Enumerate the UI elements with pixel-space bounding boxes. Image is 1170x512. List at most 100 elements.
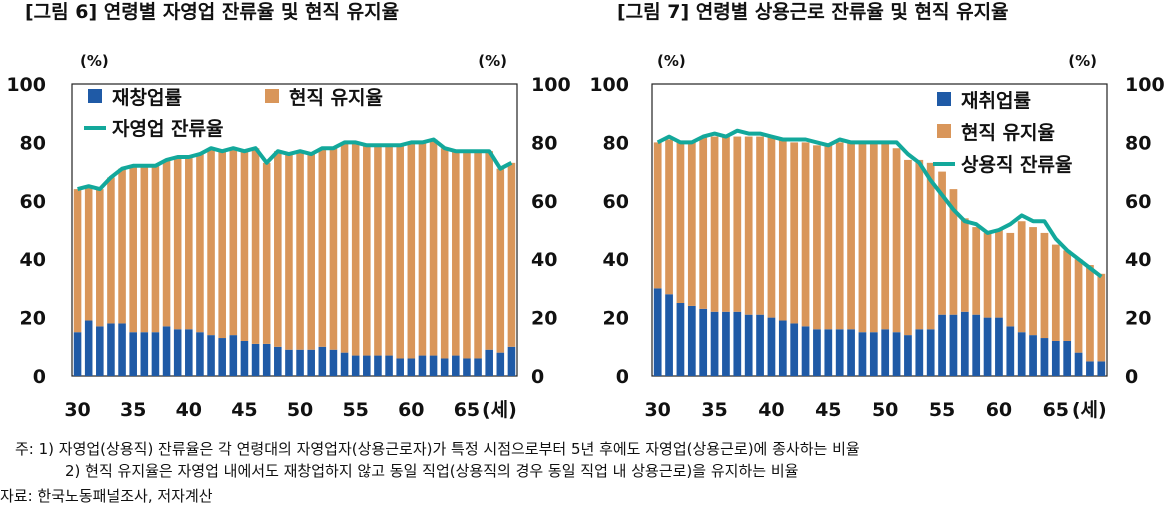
y-tick-label-right: 80 — [531, 132, 557, 154]
bar-retention-68 — [1086, 265, 1094, 362]
y-tick-label-right: 20 — [1125, 308, 1151, 330]
bar-retention-57 — [960, 218, 969, 312]
bar-reentry-30 — [653, 288, 662, 376]
bar-reentry-39 — [173, 329, 182, 376]
bar-reentry-60 — [995, 317, 1003, 376]
x-tick-label: 40 — [758, 399, 784, 421]
bar-reentry-49 — [869, 332, 878, 376]
y-tick-label-right: 60 — [531, 191, 557, 213]
y-tick-label-right: 40 — [1125, 249, 1151, 271]
bar-reentry-46 — [251, 343, 260, 376]
y-tick-label-right: 40 — [531, 249, 557, 271]
bar-retention-31 — [84, 186, 93, 321]
y-tick-label-left: 0 — [33, 366, 46, 388]
x-axis-unit: (세) — [1072, 399, 1107, 421]
bar-reentry-47 — [847, 329, 855, 376]
bar-reentry-42 — [790, 323, 799, 376]
legend-swatch-0 — [88, 89, 102, 103]
bar-reentry-68 — [1086, 361, 1094, 376]
bar-retention-61 — [418, 142, 427, 356]
bar-retention-54 — [926, 162, 935, 330]
bar-reentry-51 — [307, 349, 315, 376]
bar-retention-69 — [507, 162, 516, 347]
bar-retention-67 — [485, 151, 493, 350]
bar-reentry-55 — [938, 314, 946, 376]
bar-reentry-65 — [1051, 340, 1060, 376]
x-tick-label: 55 — [929, 399, 955, 421]
bar-reentry-44 — [813, 329, 821, 376]
x-tick-label: 35 — [120, 399, 146, 421]
x-tick-label: 65 — [454, 399, 480, 421]
bar-retention-39 — [173, 157, 182, 330]
bar-retention-59 — [396, 145, 404, 359]
bar-reentry-31 — [665, 294, 673, 376]
y-tick-label-right: 60 — [1125, 191, 1151, 213]
y-tick-label-left: 0 — [616, 366, 629, 388]
bar-reentry-63 — [440, 358, 449, 376]
bar-reentry-62 — [1017, 332, 1026, 376]
bar-retention-58 — [385, 145, 393, 356]
bar-retention-36 — [140, 165, 149, 333]
plot-frame — [71, 83, 518, 377]
bar-reentry-47 — [262, 343, 271, 376]
bar-reentry-60 — [407, 358, 416, 376]
x-tick-label: 40 — [176, 399, 202, 421]
bar-reentry-69 — [507, 346, 516, 376]
y-tick-label-left: 80 — [20, 132, 46, 154]
bar-retention-51 — [892, 148, 901, 333]
bar-retention-48 — [858, 142, 867, 333]
bar-retention-65 — [463, 151, 471, 359]
bar-retention-57 — [374, 145, 382, 356]
bar-retention-35 — [710, 136, 719, 312]
bar-reentry-66 — [474, 358, 482, 376]
bar-retention-31 — [665, 139, 673, 295]
bar-retention-32 — [676, 142, 685, 303]
x-tick-label: 60 — [398, 399, 424, 421]
bar-retention-33 — [107, 177, 115, 324]
bar-retention-46 — [251, 148, 260, 344]
bar-reentry-62 — [429, 355, 438, 376]
bar-reentry-58 — [972, 314, 981, 376]
bar-retention-49 — [869, 142, 878, 333]
bar-reentry-46 — [835, 329, 844, 376]
bar-reentry-31 — [84, 320, 93, 376]
bar-reentry-38 — [162, 326, 171, 376]
bar-reentry-59 — [396, 358, 404, 376]
bar-reentry-61 — [418, 355, 427, 376]
bar-retention-30 — [653, 142, 662, 289]
bar-retention-38 — [162, 159, 171, 327]
bar-reentry-33 — [107, 323, 115, 376]
bar-reentry-51 — [892, 332, 901, 376]
bar-reentry-36 — [140, 332, 149, 376]
bar-retention-49 — [285, 154, 293, 350]
figure-6-title: [그림 6] 연령별 자영업 잔류율 및 현직 유지율 — [25, 1, 400, 23]
y-axis-unit-right: (%) — [478, 52, 507, 70]
bar-retention-36 — [722, 136, 730, 312]
bar-reentry-44 — [229, 335, 238, 376]
bar-reentry-65 — [463, 358, 471, 376]
x-tick-label: 50 — [287, 399, 313, 421]
chart-figure-7: 0 0 20 20 40 40 60 60 80 80 100 100 (%) (%) 30 35 40 45 50… — [589, 52, 1164, 421]
x-tick-label: 65 — [1043, 399, 1069, 421]
legend-swatch-0 — [937, 92, 951, 106]
bar-retention-60 — [995, 230, 1003, 318]
bar-retention-47 — [847, 142, 855, 330]
bar-reentry-56 — [949, 314, 958, 376]
bar-retention-60 — [407, 142, 416, 359]
bar-retention-34 — [118, 168, 126, 324]
bar-retention-66 — [1063, 250, 1072, 341]
bar-reentry-57 — [374, 355, 382, 376]
bar-reentry-42 — [207, 335, 215, 376]
bar-reentry-56 — [363, 355, 371, 376]
bar-retention-67 — [1074, 259, 1083, 353]
bar-reentry-53 — [329, 349, 338, 376]
bar-retention-30 — [73, 189, 82, 333]
bar-retention-51 — [307, 154, 315, 350]
bar-retention-50 — [881, 142, 890, 330]
bar-reentry-52 — [904, 335, 912, 376]
bar-reentry-50 — [881, 329, 890, 376]
bar-retention-46 — [835, 142, 844, 330]
bar-reentry-69 — [1097, 361, 1106, 376]
y-tick-label-left: 60 — [603, 191, 629, 213]
bar-retention-37 — [733, 136, 742, 312]
